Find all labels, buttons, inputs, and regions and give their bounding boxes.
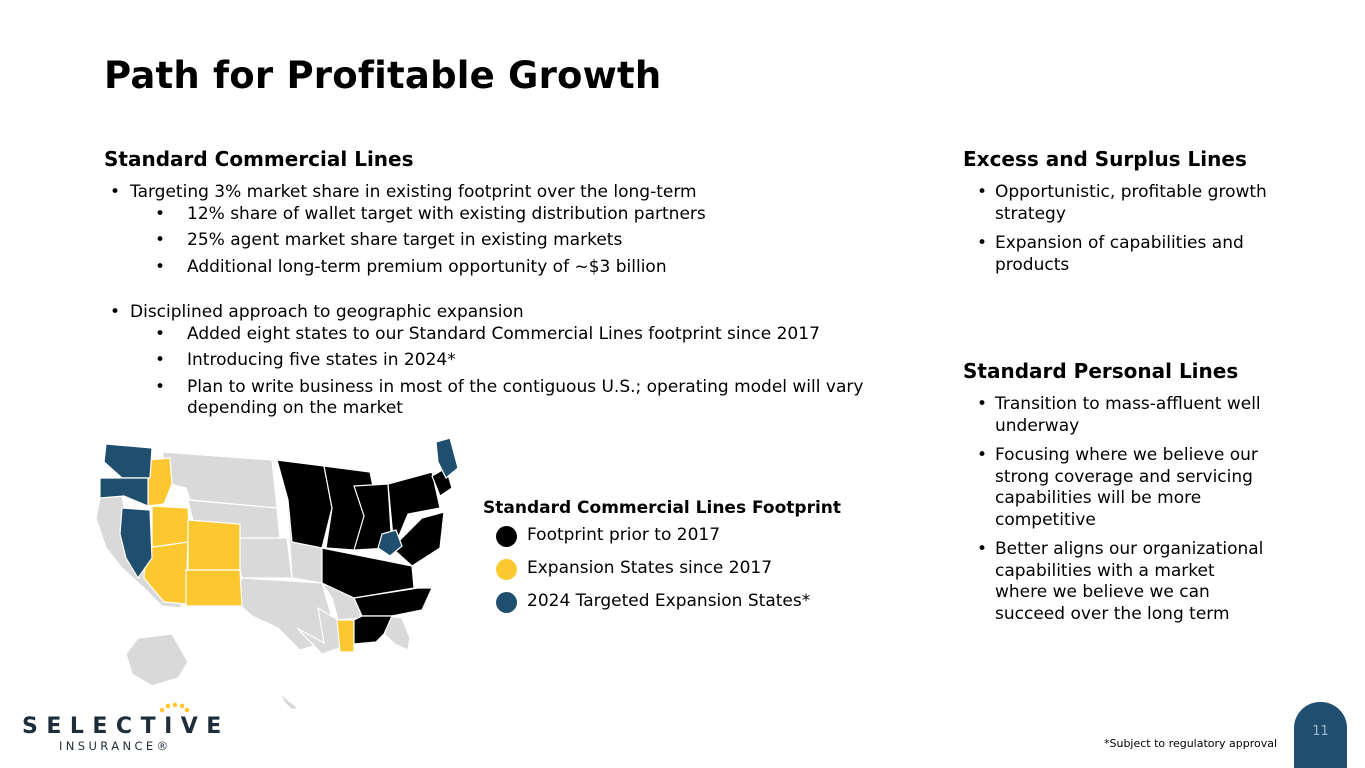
personal-bullet: Focusing where we believe our strong cov… xyxy=(963,445,1268,531)
legend-item-prior: Footprint prior to 2017 xyxy=(483,525,841,559)
legend-title: Standard Commercial Lines Footprint xyxy=(483,498,842,518)
commercial-bullets-2: Disciplined approach to geographic expan… xyxy=(104,302,904,420)
personal-bullets: Transition to mass-affluent well underwa… xyxy=(963,394,1268,633)
legend-label: 2024 Targeted Expansion States* xyxy=(527,591,811,611)
excess-heading: Excess and Surplus Lines xyxy=(963,147,1247,171)
personal-bullet: Better aligns our organizational capabil… xyxy=(963,539,1268,625)
excess-bullets: Opportunistic, profitable growth strateg… xyxy=(963,182,1268,284)
slide-title: Path for Profitable Growth xyxy=(104,54,662,97)
commercial-sub-bullet: Additional long-term premium opportunity… xyxy=(104,257,904,279)
commercial-sub-bullet: Introducing five states in 2024* xyxy=(104,350,904,372)
page-number: 11 xyxy=(1312,724,1329,739)
logo-dots-icon xyxy=(159,702,190,713)
commercial-bullet-1: Targeting 3% market share in existing fo… xyxy=(104,182,904,204)
legend-item-targeted: 2024 Targeted Expansion States* xyxy=(483,591,841,625)
map-prior-states xyxy=(276,459,453,645)
logo-wordmark: SELECTIVE xyxy=(22,714,230,739)
legend-label: Footprint prior to 2017 xyxy=(527,525,721,545)
personal-heading: Standard Personal Lines xyxy=(963,359,1239,383)
excess-bullet: Opportunistic, profitable growth strateg… xyxy=(963,182,1268,225)
legend-item-expansion: Expansion States since 2017 xyxy=(483,558,841,592)
commercial-bullets: Targeting 3% market share in existing fo… xyxy=(104,182,904,278)
footnote: *Subject to regulatory approval xyxy=(1104,737,1278,750)
commercial-sub-bullet: Added eight states to our Standard Comme… xyxy=(104,324,904,346)
legend-dot-expansion xyxy=(496,559,517,580)
excess-bullet: Expansion of capabilities and products xyxy=(963,233,1268,276)
logo-subtitle: INSURANCE® xyxy=(59,739,172,753)
map-expansion-states xyxy=(143,457,437,653)
selective-logo: SELECTIVE INSURANCE® xyxy=(22,702,221,757)
commercial-sub-bullet: Plan to write business in most of the co… xyxy=(104,377,887,420)
legend-label: Expansion States since 2017 xyxy=(527,558,773,578)
legend-dot-targeted xyxy=(496,592,517,613)
map-legend: Standard Commercial Lines Footprint Foot… xyxy=(483,498,841,625)
commercial-bullet-2: Disciplined approach to geographic expan… xyxy=(104,302,904,324)
commercial-sub-bullet: 25% agent market share target in existin… xyxy=(104,230,904,252)
page-number-tab: 11 xyxy=(1294,702,1347,768)
commercial-sub-bullet: 12% share of wallet target with existing… xyxy=(104,204,904,226)
map-targeted-states xyxy=(99,438,459,580)
personal-bullet: Transition to mass-affluent well underwa… xyxy=(963,394,1268,437)
us-footprint-map xyxy=(95,438,459,711)
legend-dot-prior xyxy=(496,526,517,547)
commercial-heading: Standard Commercial Lines xyxy=(104,147,414,171)
